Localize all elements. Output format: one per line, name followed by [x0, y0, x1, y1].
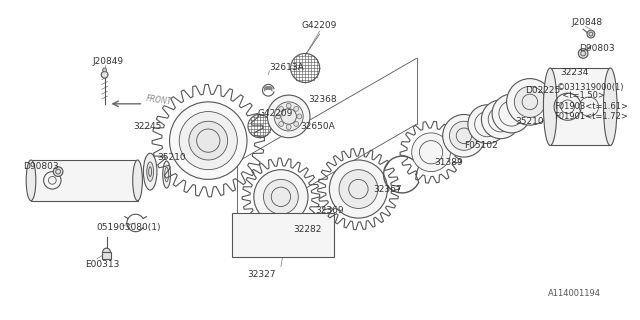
Text: G42209: G42209 [258, 109, 293, 118]
Circle shape [101, 71, 108, 78]
Text: E00313: E00313 [85, 260, 120, 269]
Text: 32367: 32367 [373, 185, 401, 194]
Circle shape [515, 86, 545, 117]
Circle shape [294, 122, 299, 126]
Circle shape [278, 107, 284, 111]
Circle shape [468, 105, 507, 144]
Text: F01903<t=1.61>: F01903<t=1.61> [554, 102, 628, 111]
Ellipse shape [543, 68, 557, 146]
Circle shape [254, 170, 308, 224]
Circle shape [274, 102, 303, 131]
Circle shape [179, 112, 237, 170]
Circle shape [449, 121, 479, 150]
Circle shape [276, 114, 280, 119]
Circle shape [297, 114, 301, 119]
Circle shape [507, 79, 553, 125]
Ellipse shape [132, 160, 142, 201]
Text: 32613A: 32613A [269, 63, 304, 72]
Text: 31389: 31389 [434, 158, 463, 167]
Bar [550, 68, 611, 146]
Bar [31, 160, 138, 201]
Text: 32369: 32369 [315, 206, 344, 215]
Text: 32327: 32327 [247, 270, 276, 279]
Text: ©031319000(1): ©031319000(1) [557, 83, 625, 92]
Text: D90803: D90803 [579, 44, 615, 53]
Bar [102, 252, 111, 259]
Ellipse shape [143, 153, 157, 190]
Circle shape [412, 133, 451, 172]
Circle shape [330, 160, 387, 218]
Circle shape [481, 100, 520, 139]
Text: J20849: J20849 [92, 57, 123, 66]
Circle shape [339, 170, 378, 208]
Circle shape [286, 103, 291, 108]
Text: D90803: D90803 [23, 162, 59, 171]
Text: 32368: 32368 [308, 95, 337, 104]
Circle shape [492, 94, 531, 133]
Circle shape [278, 122, 284, 126]
Circle shape [102, 68, 106, 72]
Circle shape [264, 180, 298, 214]
Text: G42209: G42209 [302, 21, 337, 30]
Text: FRONT: FRONT [145, 94, 172, 106]
Circle shape [102, 248, 111, 256]
Text: 35210: 35210 [515, 117, 544, 126]
Text: 32282: 32282 [294, 225, 322, 234]
Text: F05102: F05102 [464, 141, 498, 150]
Circle shape [286, 125, 291, 130]
Ellipse shape [147, 162, 154, 181]
Text: D02225: D02225 [525, 86, 560, 95]
Text: F01901<t=1.72>: F01901<t=1.72> [554, 112, 628, 121]
Ellipse shape [163, 161, 170, 188]
Circle shape [587, 30, 595, 38]
Ellipse shape [26, 160, 36, 201]
Text: <t=1.50>: <t=1.50> [557, 91, 605, 100]
Circle shape [53, 167, 63, 176]
Circle shape [294, 107, 299, 111]
Text: 35210: 35210 [157, 153, 186, 162]
Circle shape [170, 102, 247, 180]
Text: J20848: J20848 [572, 18, 603, 27]
Circle shape [443, 115, 485, 157]
Circle shape [268, 95, 310, 138]
Text: 32650A: 32650A [300, 122, 335, 131]
Circle shape [189, 121, 228, 160]
Bar [232, 213, 334, 257]
Circle shape [579, 49, 588, 58]
Text: A114001194: A114001194 [548, 289, 600, 298]
Ellipse shape [604, 68, 617, 146]
Text: 32234: 32234 [560, 68, 588, 77]
Text: 051903080(1): 051903080(1) [97, 223, 161, 232]
Text: 32245: 32245 [134, 122, 162, 131]
